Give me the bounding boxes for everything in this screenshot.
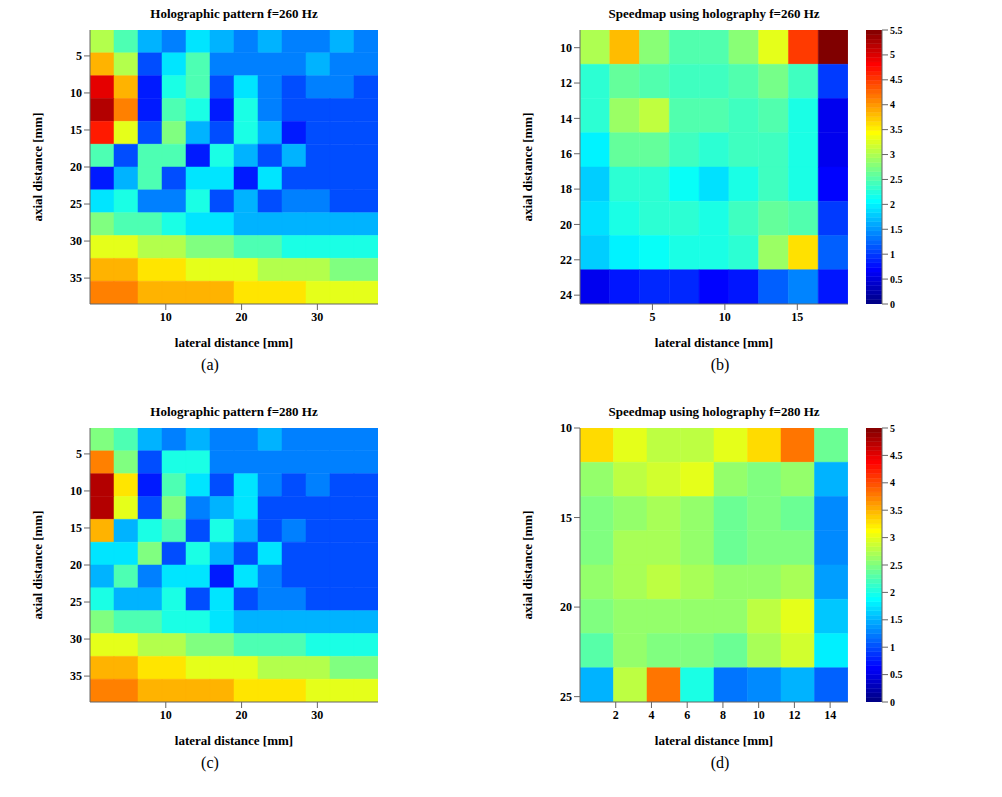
svg-text:3.5: 3.5 bbox=[890, 124, 903, 135]
svg-text:10: 10 bbox=[560, 422, 572, 435]
html-text:(d): (d) bbox=[710, 754, 730, 771]
svg-text:4: 4 bbox=[890, 477, 895, 488]
svg-text:8: 8 bbox=[720, 708, 726, 722]
svg-text:5: 5 bbox=[649, 310, 655, 324]
svg-text:10: 10 bbox=[560, 41, 572, 55]
svg-text:15: 15 bbox=[70, 123, 82, 137]
svg-text:5: 5 bbox=[76, 49, 82, 63]
svg-text:3: 3 bbox=[890, 149, 895, 160]
svg-text:6: 6 bbox=[684, 708, 690, 722]
svg-text:22: 22 bbox=[560, 253, 572, 267]
svg-text:35: 35 bbox=[70, 271, 82, 285]
svg-text:30: 30 bbox=[311, 310, 323, 324]
svg-text:14: 14 bbox=[560, 112, 572, 126]
svg-text:10: 10 bbox=[719, 310, 731, 324]
svg-text:axial distance [mm]: axial distance [mm] bbox=[520, 510, 535, 619]
svg-text:2.5: 2.5 bbox=[890, 174, 903, 185]
svg-text:15: 15 bbox=[560, 511, 572, 525]
svg-text:0.5: 0.5 bbox=[890, 669, 903, 680]
svg-text:2: 2 bbox=[890, 199, 895, 210]
svg-text:15: 15 bbox=[70, 521, 82, 535]
svg-text:30: 30 bbox=[311, 708, 323, 722]
svg-text:1.5: 1.5 bbox=[890, 224, 903, 235]
html-text:(a): (a) bbox=[201, 356, 219, 373]
svg-text:18: 18 bbox=[560, 182, 572, 196]
svg-text:10: 10 bbox=[160, 310, 172, 324]
html-text:(c): (c) bbox=[201, 754, 219, 771]
svg-text:25: 25 bbox=[70, 595, 82, 609]
svg-text:lateral distance [mm]: lateral distance [mm] bbox=[655, 733, 773, 748]
svg-text:12: 12 bbox=[788, 708, 800, 722]
svg-text:20: 20 bbox=[70, 558, 82, 572]
svg-text:5: 5 bbox=[890, 49, 895, 60]
svg-text:2: 2 bbox=[890, 587, 895, 598]
html-text:(b): (b) bbox=[710, 356, 730, 373]
svg-text:axial distance [mm]: axial distance [mm] bbox=[520, 112, 535, 221]
svg-text:5: 5 bbox=[890, 423, 895, 434]
svg-text:10: 10 bbox=[70, 484, 82, 498]
svg-text:10: 10 bbox=[160, 708, 172, 722]
svg-text:30: 30 bbox=[70, 632, 82, 646]
svg-text:25: 25 bbox=[560, 690, 572, 704]
svg-text:10: 10 bbox=[753, 708, 765, 722]
html-text:Speedmap using holography f=26: Speedmap using holography f=260 Hz bbox=[608, 6, 820, 21]
svg-text:lateral distance [mm]: lateral distance [mm] bbox=[175, 335, 293, 350]
svg-text:2.5: 2.5 bbox=[890, 560, 903, 571]
svg-text:16: 16 bbox=[560, 147, 572, 161]
svg-text:axial distance [mm]: axial distance [mm] bbox=[30, 112, 45, 221]
svg-text:0: 0 bbox=[890, 697, 895, 708]
svg-text:0.5: 0.5 bbox=[890, 274, 903, 285]
svg-text:12: 12 bbox=[560, 76, 572, 90]
svg-text:20: 20 bbox=[560, 600, 572, 614]
svg-text:4: 4 bbox=[648, 708, 654, 722]
svg-text:30: 30 bbox=[70, 234, 82, 248]
html-text:Holographic pattern f=260 Hz: Holographic pattern f=260 Hz bbox=[150, 6, 318, 21]
svg-text:24: 24 bbox=[560, 288, 572, 302]
html-text:Speedmap using holography f=28: Speedmap using holography f=280 Hz bbox=[608, 404, 820, 419]
svg-text:20: 20 bbox=[236, 310, 248, 324]
svg-text:14: 14 bbox=[824, 708, 836, 722]
svg-text:5.5: 5.5 bbox=[890, 25, 903, 36]
svg-text:0: 0 bbox=[890, 299, 895, 310]
svg-text:35: 35 bbox=[70, 669, 82, 683]
svg-text:20: 20 bbox=[70, 160, 82, 174]
svg-text:4: 4 bbox=[890, 99, 895, 110]
svg-text:3: 3 bbox=[890, 532, 895, 543]
svg-text:5: 5 bbox=[76, 447, 82, 461]
svg-text:10: 10 bbox=[70, 86, 82, 100]
svg-text:15: 15 bbox=[791, 310, 803, 324]
svg-text:lateral distance [mm]: lateral distance [mm] bbox=[175, 733, 293, 748]
svg-text:1: 1 bbox=[890, 642, 895, 653]
svg-text:1.5: 1.5 bbox=[890, 614, 903, 625]
svg-text:20: 20 bbox=[560, 218, 572, 232]
svg-text:25: 25 bbox=[70, 197, 82, 211]
svg-text:lateral distance [mm]: lateral distance [mm] bbox=[655, 335, 773, 350]
svg-text:4.5: 4.5 bbox=[890, 74, 903, 85]
svg-text:4.5: 4.5 bbox=[890, 450, 903, 461]
svg-text:20: 20 bbox=[236, 708, 248, 722]
svg-text:axial distance [mm]: axial distance [mm] bbox=[30, 510, 45, 619]
svg-text:1: 1 bbox=[890, 249, 895, 260]
svg-text:3.5: 3.5 bbox=[890, 505, 903, 516]
html-text:Holographic pattern f=280 Hz: Holographic pattern f=280 Hz bbox=[150, 404, 318, 419]
svg-text:2: 2 bbox=[613, 708, 619, 722]
